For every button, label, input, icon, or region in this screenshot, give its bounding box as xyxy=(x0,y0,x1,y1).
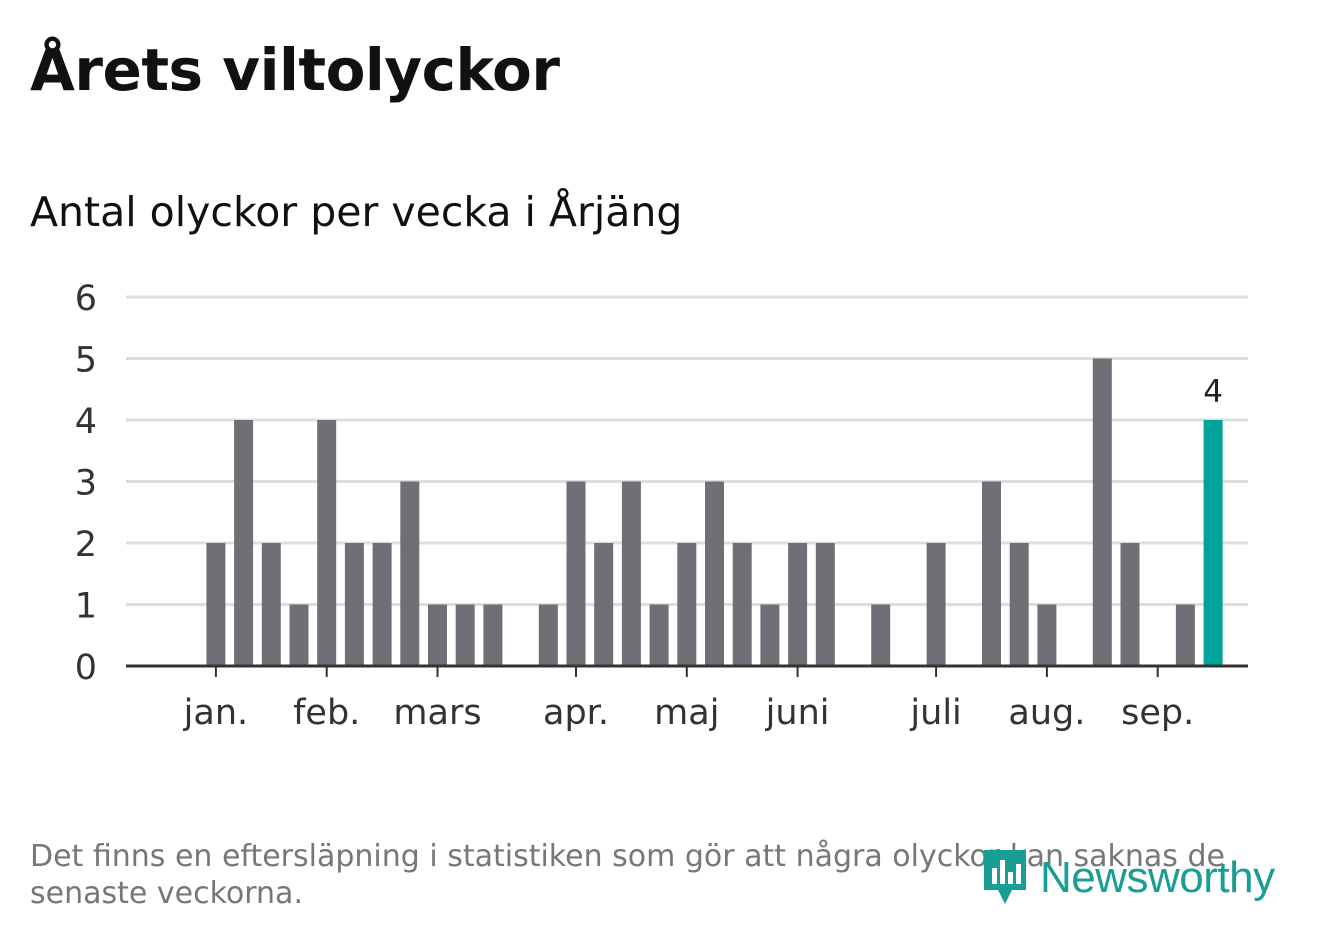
y-tick-label: 5 xyxy=(75,341,97,381)
data-label: 4 xyxy=(1203,374,1223,410)
bar xyxy=(732,543,752,666)
bar xyxy=(1175,604,1195,666)
bar xyxy=(1009,543,1029,666)
x-tick-label: feb. xyxy=(293,693,360,733)
x-tick-label: sep. xyxy=(1121,693,1194,733)
bar xyxy=(649,604,669,666)
bar-chart: 0 1 2 3 4 5 6 4 jan. feb. mars apr. maj juni juli aug. s… xyxy=(75,279,1248,733)
y-tick-label: 0 xyxy=(75,648,97,688)
bar xyxy=(483,604,503,666)
bar xyxy=(760,604,780,666)
x-tick-label: juni xyxy=(765,693,830,733)
x-tick-label: jan. xyxy=(183,693,248,733)
bar xyxy=(261,543,281,666)
bar xyxy=(1120,543,1140,666)
newsworthy-logo-icon xyxy=(984,850,1026,904)
y-tick-label: 3 xyxy=(75,464,97,504)
bar xyxy=(677,543,697,666)
bar xyxy=(594,543,614,666)
bar xyxy=(788,543,808,666)
x-tick-label: maj xyxy=(654,693,719,733)
y-tick-label: 1 xyxy=(75,587,97,627)
bar xyxy=(344,543,364,666)
bar xyxy=(705,481,724,666)
x-tick-label: apr. xyxy=(543,693,609,733)
bar xyxy=(206,543,226,666)
newsworthy-logo-text: Newsworthy xyxy=(1040,853,1275,902)
y-tick-label: 4 xyxy=(75,402,97,442)
chart-title: Årets viltolyckor xyxy=(30,36,560,104)
bar xyxy=(234,420,254,666)
x-tick-label: aug. xyxy=(1008,693,1085,733)
y-tick-label: 2 xyxy=(75,525,97,565)
bar xyxy=(372,543,392,666)
bar xyxy=(1037,604,1057,666)
bar xyxy=(871,604,891,666)
newsworthy-logo: Newsworthy xyxy=(980,846,1275,910)
bar xyxy=(1092,358,1112,666)
bar xyxy=(926,543,946,666)
bar xyxy=(621,481,641,666)
x-tick-label: juli xyxy=(909,693,961,733)
x-tick-label: mars xyxy=(393,693,481,733)
bar xyxy=(815,543,835,666)
bar-highlight xyxy=(1203,420,1223,666)
bar xyxy=(455,604,475,666)
y-tick-label: 6 xyxy=(75,279,97,319)
bar xyxy=(566,481,586,666)
bar xyxy=(982,481,1001,666)
chart-subtitle: Antal olyckor per vecka i Årjäng xyxy=(30,188,683,236)
bar xyxy=(428,604,447,666)
bar xyxy=(538,604,558,666)
bar xyxy=(317,420,337,666)
bar xyxy=(400,481,420,666)
bar xyxy=(289,604,309,666)
